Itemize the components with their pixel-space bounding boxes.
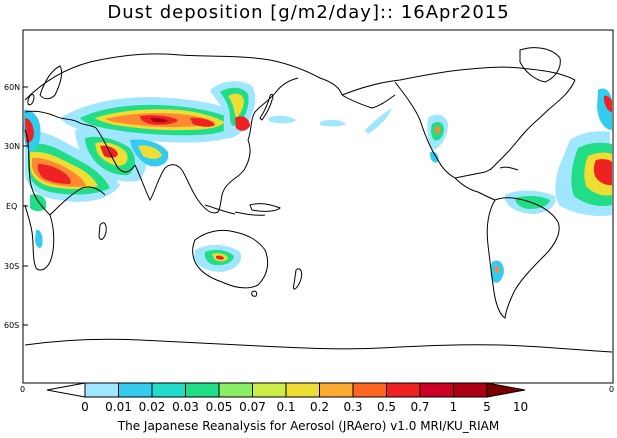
coast-north-america — [341, 66, 576, 96]
coast-india — [134, 164, 183, 202]
dust-region-gobi-red — [190, 117, 215, 127]
coast-eurasia-north — [24, 53, 343, 101]
coast-gulf — [454, 168, 492, 179]
colorbar-tick-label: 0.02 — [139, 400, 166, 414]
colorbar-tick-label: 0.2 — [310, 400, 329, 414]
dust-region-mongolia-yellow — [228, 93, 244, 118]
colorbar-tick-label: 0.01 — [105, 400, 132, 414]
coast-madagascar — [98, 222, 107, 240]
x-axis-label-right: 0 — [609, 385, 614, 394]
colorbar-tick-label: 0.1 — [276, 400, 295, 414]
colorbar-high-arrow — [486, 382, 526, 398]
lat-label-30s: 30S — [4, 262, 19, 271]
coast-alaska — [341, 94, 396, 109]
colorbar-tick-label: 0.3 — [343, 400, 362, 414]
colorbar-tick-label: 0.03 — [172, 400, 199, 414]
lat-label-eq: EQ — [6, 202, 17, 211]
dust-region-mexico — [430, 151, 439, 163]
dust-region-india-yellow — [138, 145, 162, 159]
coast-new-guinea — [249, 203, 281, 212]
colorbar-segment — [352, 382, 387, 398]
coast-greenland — [519, 47, 561, 83]
coast-indonesia-2 — [234, 211, 266, 216]
colorbar-segment — [319, 382, 354, 398]
dust-region-north-america-orange — [435, 126, 441, 134]
coast-north-america-west — [394, 81, 456, 179]
coast-europe — [24, 110, 97, 129]
chart-title: Dust deposition [g/m2/day]:: 16Apr2015 — [107, 2, 510, 23]
colorbar-tick-label: 0.07 — [239, 400, 266, 414]
coast-japan — [259, 93, 274, 121]
dust-region-australia-red — [216, 255, 224, 260]
colorbar-tick-label: 10 — [513, 400, 528, 414]
colorbar-tick-label: 0 — [81, 400, 89, 414]
dust-region-gobi-darkred — [150, 117, 168, 123]
x-axis-label-left: 0 — [20, 385, 25, 394]
dust-region-pacific-3 — [365, 108, 392, 134]
dust-region-pacific-2 — [320, 119, 346, 127]
dust-region-atlantic-red — [593, 159, 612, 186]
dust-region-patagonia-orange — [495, 265, 500, 273]
dust-shading — [23, 81, 612, 283]
colorbar-segment — [386, 382, 421, 398]
colorbar-segment — [285, 382, 320, 398]
colorbar-segment — [118, 382, 153, 398]
colorbar-tick-label: 0.05 — [206, 400, 233, 414]
coast-south-america — [486, 197, 560, 319]
coast-antarctica — [24, 338, 613, 353]
coast-africa-east — [49, 186, 106, 216]
colorbar-tick-label: 0.5 — [377, 400, 396, 414]
coast-new-zealand — [293, 268, 303, 290]
coast-se-asia — [181, 139, 251, 214]
coast-australia — [192, 229, 269, 289]
coast-east-asia — [247, 77, 299, 141]
colorbar-segment — [185, 382, 220, 398]
coast-north-america-east — [489, 79, 576, 171]
lat-label-30n: 30N — [4, 142, 20, 151]
lat-axis: 60N 30N EQ 30S 60S — [4, 83, 28, 330]
colorbar-segment — [151, 382, 186, 398]
lat-label-60s: 60S — [4, 321, 19, 330]
coast-scandinavia — [39, 65, 63, 100]
colorbar-segment — [252, 382, 287, 398]
coast-uk — [27, 93, 35, 106]
coast-caribbean-islands — [499, 166, 519, 171]
colorbar: 0 0.01 0.02 0.03 0.05 0.07 0.1 0.2 0.3 0.5 0.7 1 5 10 — [46, 382, 528, 414]
colorbar-segment — [453, 382, 488, 398]
coastlines — [24, 47, 613, 353]
colorbar-low-arrow — [46, 382, 86, 398]
colorbar-segment — [419, 382, 454, 398]
coast-tasmania — [251, 290, 258, 297]
coast-africa — [24, 129, 55, 271]
colorbar-tick-label: 0.7 — [410, 400, 429, 414]
coast-central-america — [454, 177, 496, 201]
dust-region-korea-red — [235, 116, 250, 131]
coast-indonesia-1 — [204, 204, 236, 215]
colorbar-segment — [84, 382, 119, 398]
dust-region-sahara-red — [37, 164, 71, 184]
lat-label-60n: 60N — [4, 83, 20, 92]
colorbar-tick-label: 1 — [450, 400, 458, 414]
coast-arabia — [95, 127, 136, 173]
colorbar-tick-label: 5 — [483, 400, 491, 414]
dust-region-atlantic-north-red — [604, 95, 612, 112]
credit-line: The Japanese Reanalysis for Aerosol (JRA… — [117, 419, 500, 433]
dust-region-pacific-1 — [268, 115, 296, 124]
colorbar-segment — [218, 382, 253, 398]
dust-region-south-africa — [35, 229, 43, 248]
